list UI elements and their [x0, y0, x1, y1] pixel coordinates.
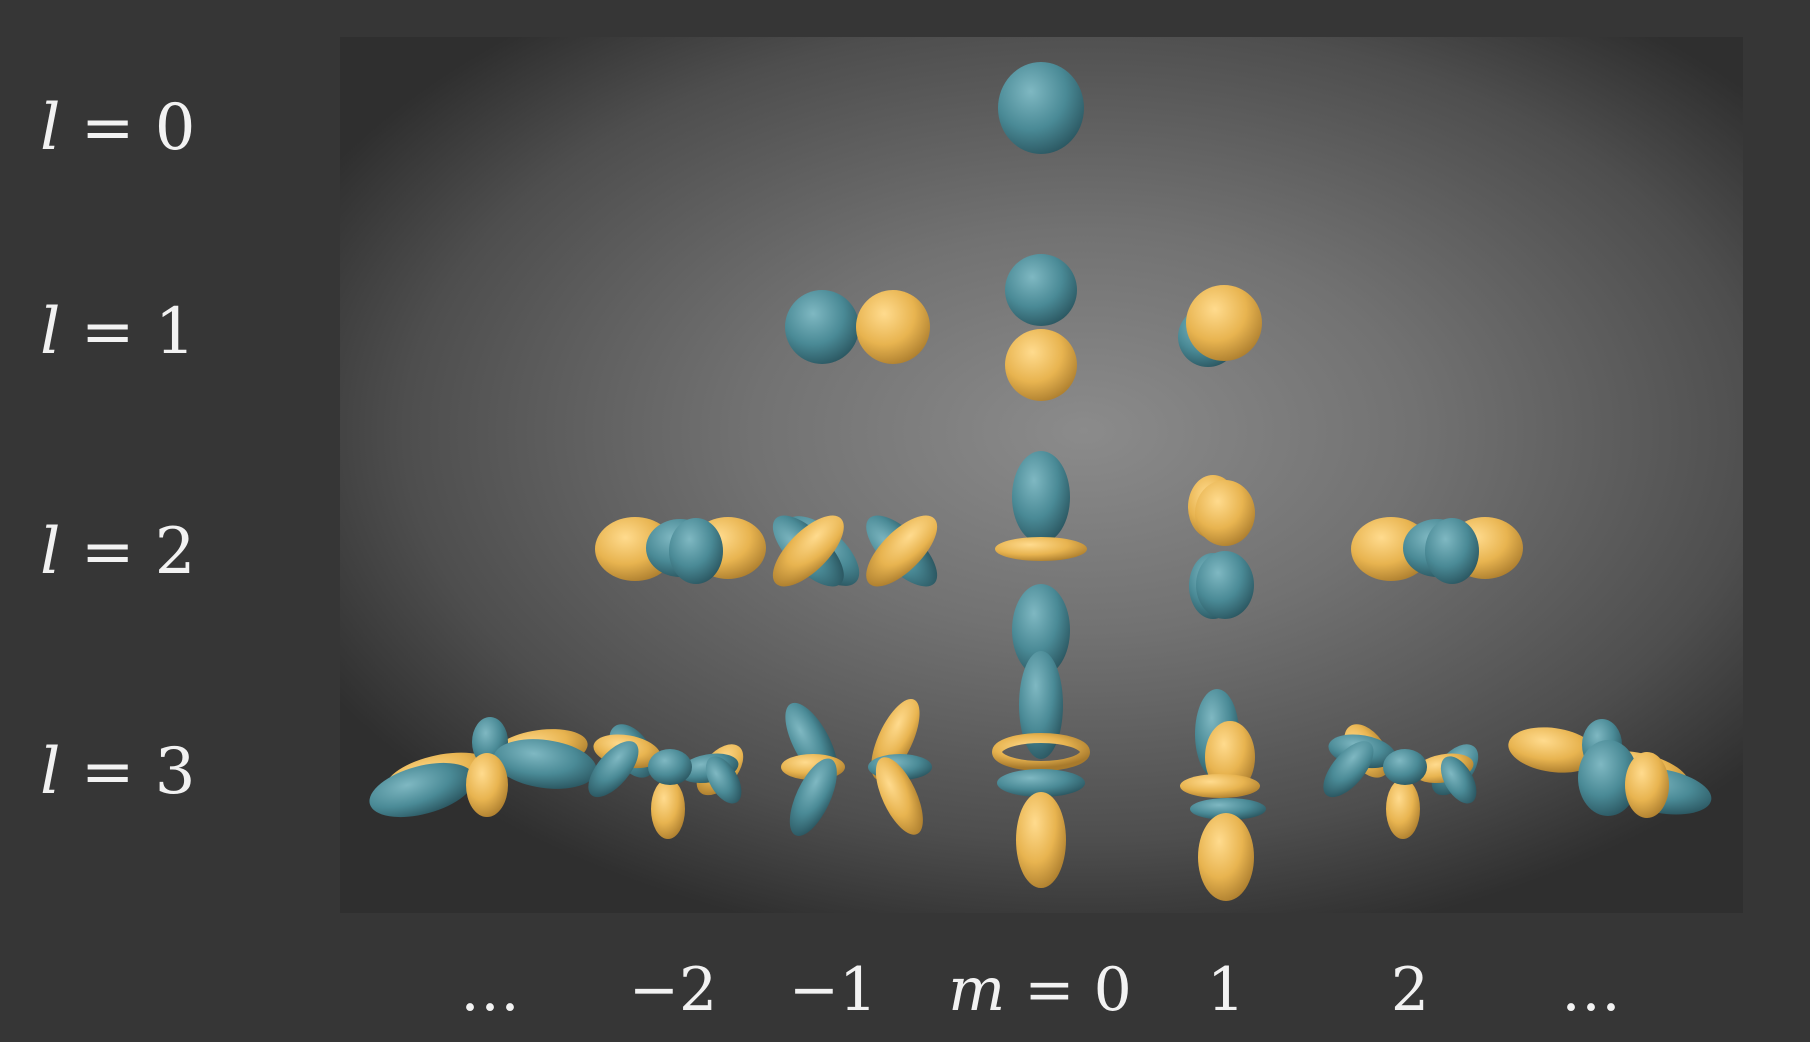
orbital-l2-m-1: [772, 515, 938, 587]
orbital-l3-m2: [1323, 724, 1479, 839]
col-label-m1: 1: [1206, 955, 1246, 1025]
orbital-l3-m-3: [369, 717, 597, 818]
col-label-m-1: −1: [788, 955, 878, 1025]
orbital-l3-m-1: [781, 698, 932, 836]
orbital-panel: [340, 37, 1743, 913]
orbital-l1-m1: [1178, 285, 1262, 367]
orbital-l2-m0: [995, 451, 1087, 676]
col-label-m2: 2: [1390, 955, 1430, 1025]
orbital-l3-m-2: [588, 724, 744, 839]
orbital-drawing: [369, 62, 1712, 901]
orbital-l0-m0: [998, 62, 1084, 154]
row-label-l2: l = 2: [40, 515, 196, 589]
orbital-l2-m1: [1188, 475, 1255, 619]
col-label-ellipsis-left: …: [460, 955, 520, 1025]
orbital-l1-m-1: [785, 290, 930, 364]
row-label-l1: l = 1: [40, 295, 196, 369]
orbital-l3-m3: [1508, 719, 1712, 818]
col-label-ellipsis-right: …: [1561, 955, 1621, 1025]
orbital-l1-m0: [1005, 254, 1077, 401]
col-label-m-2: −2: [628, 955, 718, 1025]
orbital-l3-m0: [992, 651, 1090, 888]
row-label-l0: l = 0: [40, 91, 196, 165]
orbital-l2-m2: [1351, 517, 1523, 584]
col-label-m0: m = 0: [948, 955, 1132, 1025]
orbital-l3-m1: [1180, 689, 1266, 901]
orbital-l2-m-2: [595, 517, 766, 584]
row-label-l3: l = 3: [40, 735, 196, 809]
